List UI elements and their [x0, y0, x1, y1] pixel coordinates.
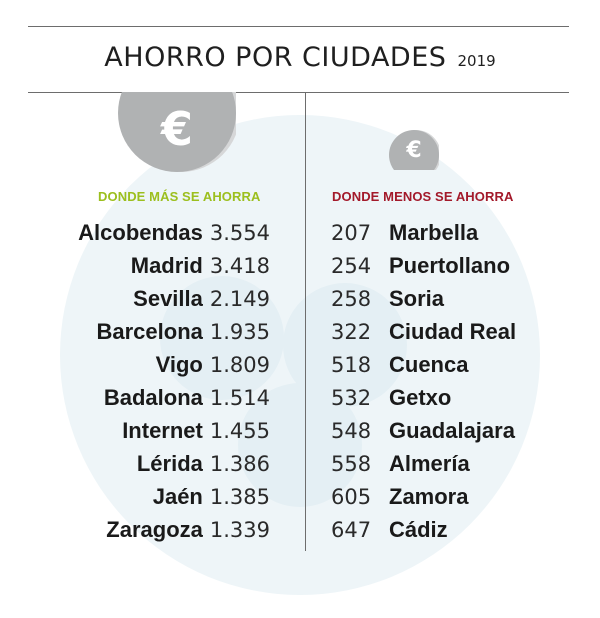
- most-savings-row: Zaragoza 1.339: [40, 513, 270, 546]
- least-savings-row: 532 Getxo: [331, 381, 591, 414]
- savings-value: 1.339: [209, 518, 270, 542]
- city-name: Jaén: [152, 484, 203, 509]
- savings-value: 2.149: [209, 287, 270, 311]
- savings-value: 1.386: [209, 452, 270, 476]
- city-name: Barcelona: [96, 319, 203, 344]
- most-savings-row: Barcelona 1.935: [40, 315, 270, 348]
- least-savings-row: 258 Soria: [331, 282, 591, 315]
- least-savings-row: 518 Cuenca: [331, 348, 591, 381]
- city-name: Soria: [389, 286, 445, 311]
- city-name: Almería: [389, 451, 470, 476]
- city-name: Guadalajara: [389, 418, 515, 443]
- savings-value: 258: [331, 287, 372, 311]
- most-savings-row: Lérida 1.386: [40, 447, 270, 480]
- city-name: Zaragoza: [106, 517, 203, 542]
- header-rule: [28, 92, 569, 93]
- header-most-savings: DONDE MÁS SE AHORRA: [98, 189, 261, 204]
- city-name: Puertollano: [389, 253, 511, 278]
- most-savings-row: Alcobendas 3.554: [40, 216, 270, 249]
- savings-value: 518: [331, 353, 372, 377]
- title-year: 2019: [457, 52, 496, 70]
- savings-value: 1.455: [209, 419, 270, 443]
- savings-value: 647: [331, 518, 372, 542]
- savings-value: 3.418: [209, 254, 270, 278]
- column-divider: [305, 92, 306, 551]
- savings-value: 558: [331, 452, 372, 476]
- city-name: Alcobendas: [78, 220, 203, 245]
- least-savings-row: 254 Puertollano: [331, 249, 591, 282]
- chart-title: AHORRO POR CIUDADES 2019: [0, 42, 600, 73]
- savings-value: 3.554: [209, 221, 270, 245]
- city-name: Cuenca: [389, 352, 469, 377]
- savings-value: 532: [331, 386, 372, 410]
- header-least-savings: DONDE MENOS SE AHORRA: [332, 189, 514, 204]
- savings-value: 254: [331, 254, 372, 278]
- city-name: Sevilla: [133, 286, 203, 311]
- city-name: Vigo: [155, 352, 203, 377]
- least-savings-row: 647 Cádiz: [331, 513, 591, 546]
- city-name: Cádiz: [389, 517, 448, 542]
- city-name: Ciudad Real: [389, 319, 517, 344]
- savings-value: 605: [331, 485, 372, 509]
- euro-coin-small-icon: €: [389, 130, 439, 170]
- most-savings-row: Madrid 3.418: [40, 249, 270, 282]
- least-savings-row: 558 Almería: [331, 447, 591, 480]
- euro-symbol-small: €: [406, 138, 422, 163]
- most-savings-row: Badalona 1.514: [40, 381, 270, 414]
- least-savings-row: 322 Ciudad Real: [331, 315, 591, 348]
- city-name: Getxo: [389, 385, 452, 410]
- euro-coin-icon: €: [118, 92, 236, 172]
- savings-value: 1.385: [209, 485, 270, 509]
- city-name: Madrid: [130, 253, 203, 278]
- coin-disc-small: [389, 130, 439, 170]
- savings-value: 1.809: [209, 353, 270, 377]
- savings-value: 322: [331, 320, 372, 344]
- city-name: Marbella: [389, 220, 479, 245]
- city-name: Zamora: [389, 484, 469, 509]
- least-savings-row: 207 Marbella: [331, 216, 591, 249]
- least-savings-row: 548 Guadalajara: [331, 414, 591, 447]
- most-savings-row: Jaén 1.385: [40, 480, 270, 513]
- most-savings-row: Sevilla 2.149: [40, 282, 270, 315]
- city-name: Badalona: [103, 385, 203, 410]
- savings-value: 1.514: [209, 386, 270, 410]
- euro-symbol: €: [160, 102, 193, 156]
- most-savings-row: Internet 1.455: [40, 414, 270, 447]
- savings-value: 1.935: [209, 320, 270, 344]
- city-name: Internet: [122, 418, 203, 443]
- savings-value: 548: [331, 419, 372, 443]
- top-rule: [28, 26, 569, 27]
- title-text: AHORRO POR CIUDADES: [104, 42, 447, 73]
- least-savings-row: 605 Zamora: [331, 480, 591, 513]
- most-savings-row: Vigo 1.809: [40, 348, 270, 381]
- savings-value: 207: [331, 221, 372, 245]
- city-name: Lérida: [136, 451, 203, 476]
